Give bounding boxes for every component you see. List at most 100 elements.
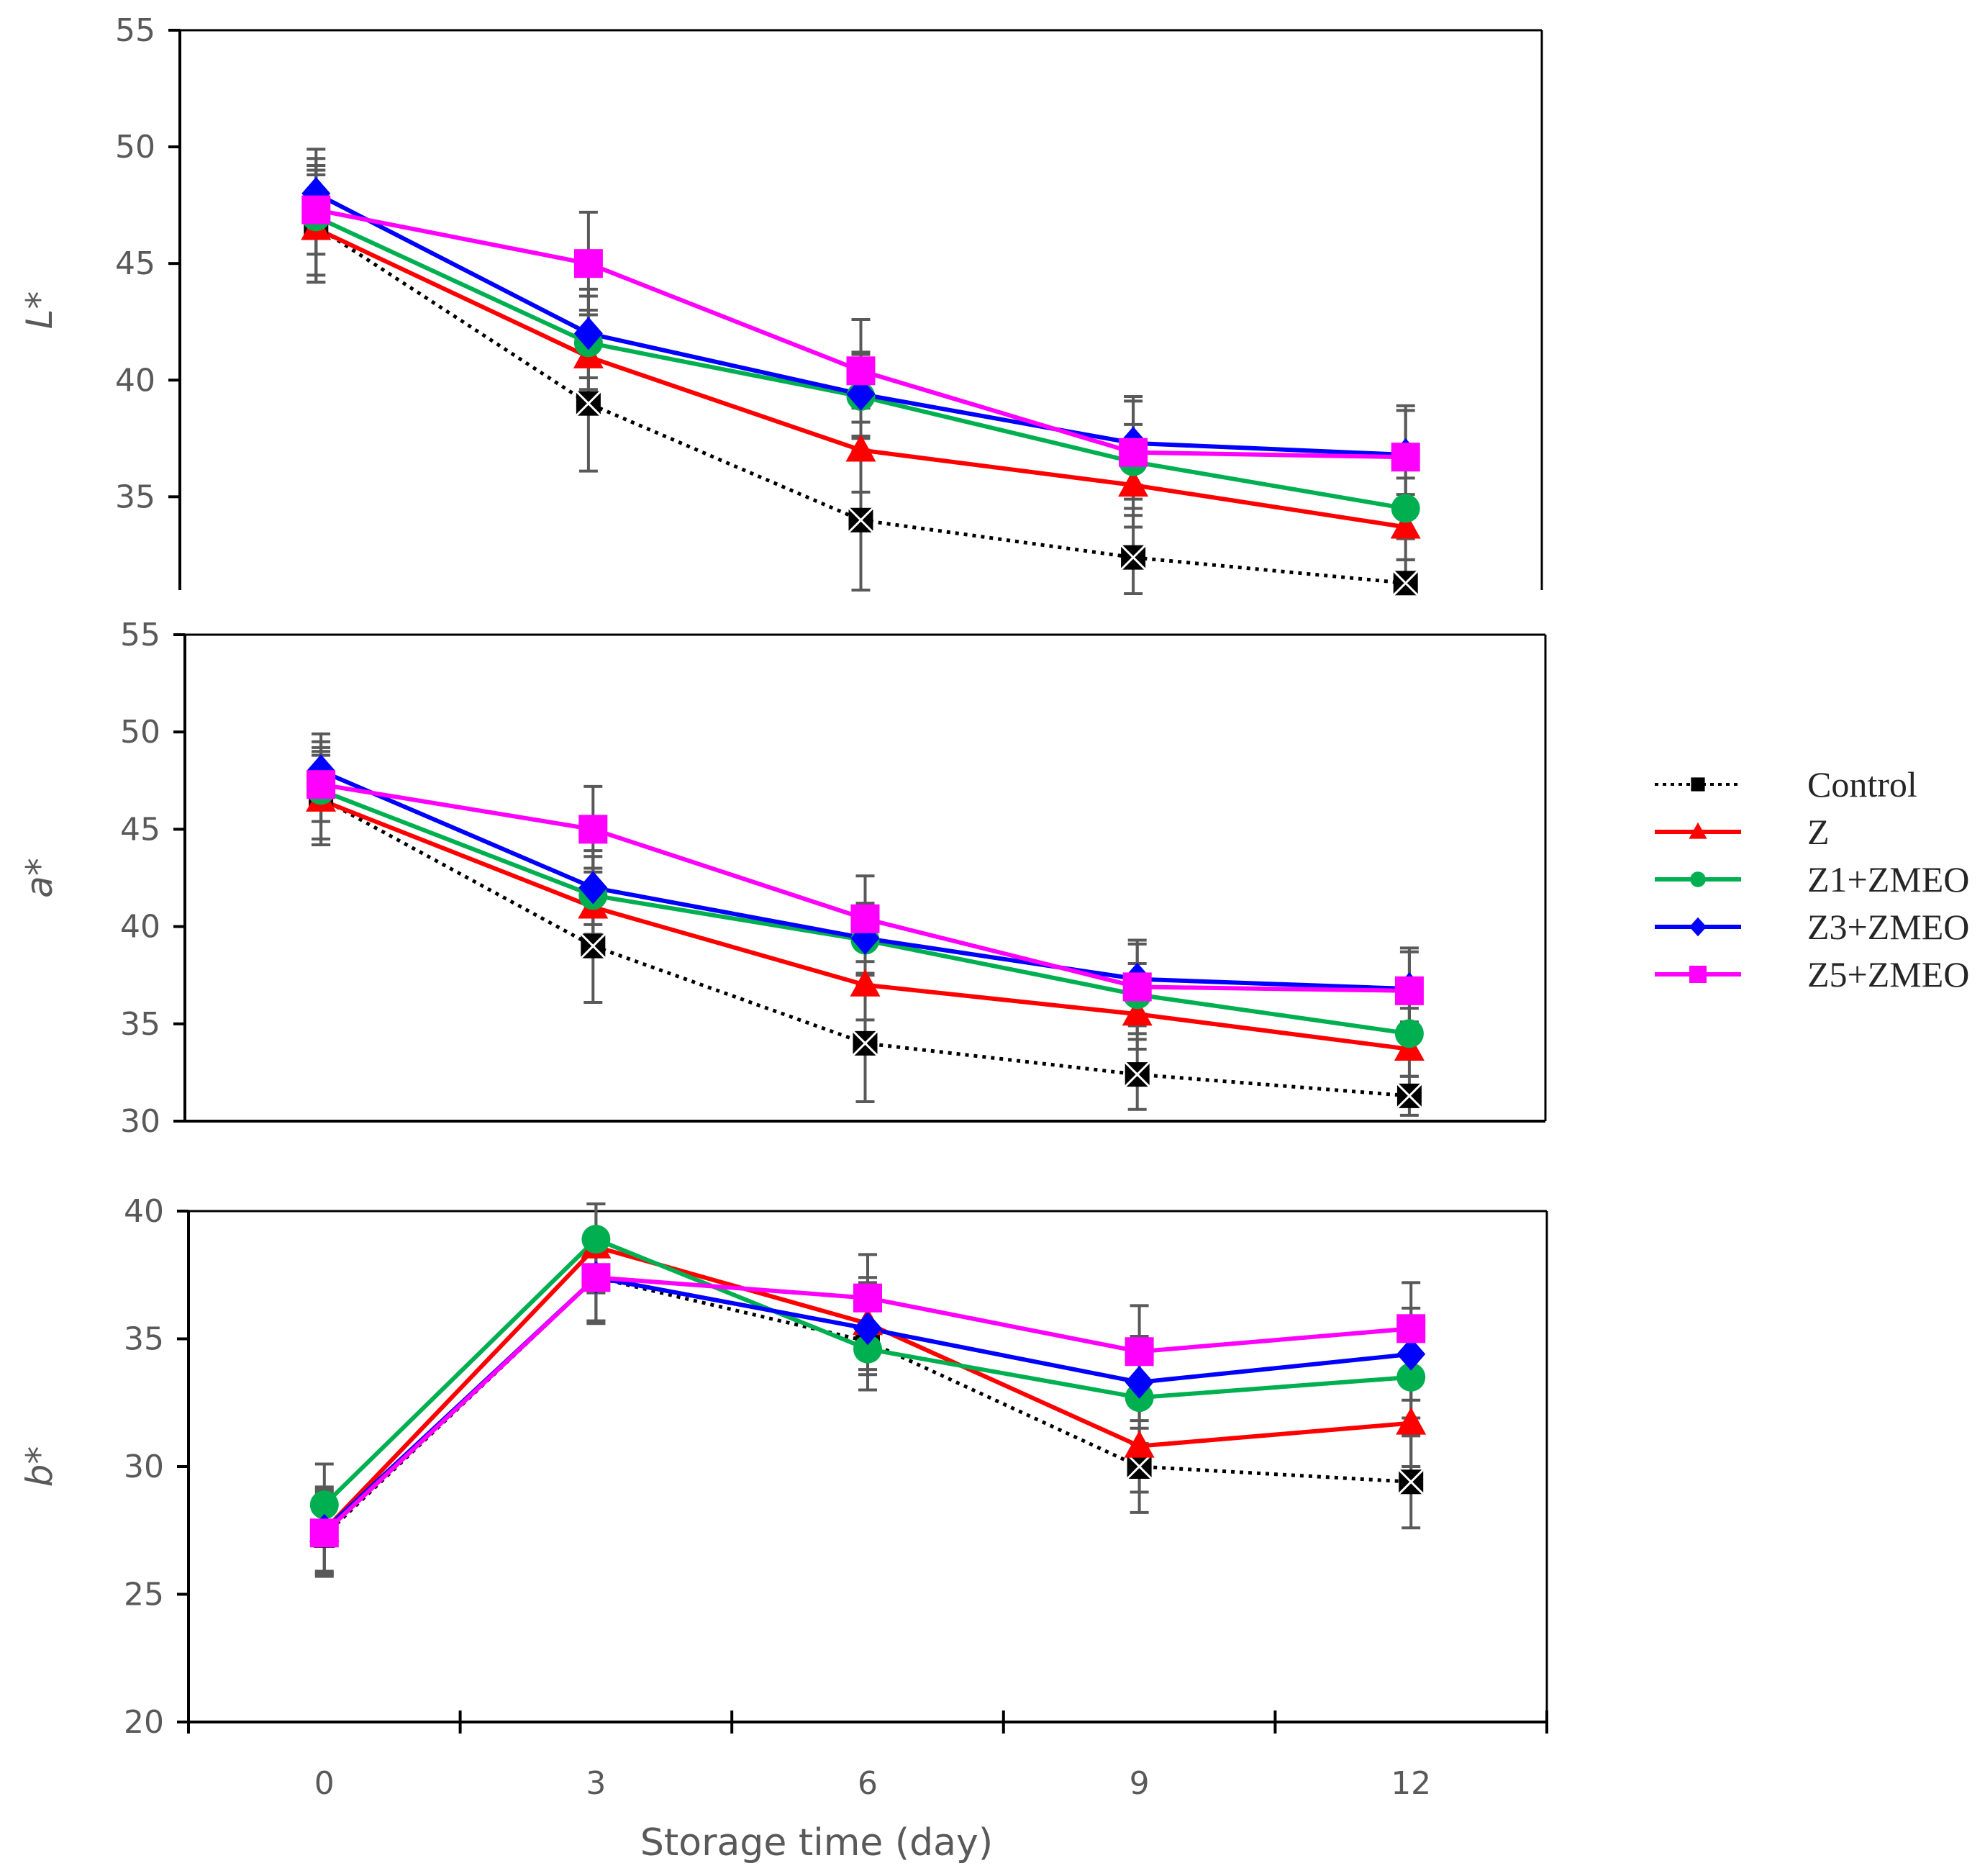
data-point (1394, 1019, 1424, 1048)
data-point (850, 904, 880, 933)
legend-label: Z3+ZMEO (1807, 907, 1969, 947)
legend-label: Control (1807, 764, 1917, 805)
legend-marker (1691, 777, 1705, 792)
x-tick-label: 12 (1391, 1765, 1431, 1802)
data-point (580, 933, 607, 959)
data-point (853, 1283, 882, 1313)
data-point (848, 507, 874, 533)
data-point (846, 356, 876, 386)
y-tick-label: 35 (120, 1006, 160, 1043)
legend-marker (1689, 917, 1707, 937)
data-point-x2 (575, 390, 601, 417)
data-point (845, 434, 876, 462)
data-point (1391, 443, 1420, 472)
data-point (852, 1030, 878, 1056)
data-point (301, 195, 331, 225)
data-point-x2 (852, 1030, 878, 1056)
data-point (1119, 438, 1148, 467)
data-point (1120, 544, 1147, 571)
x-axis-label: Storage time (day) (640, 1821, 993, 1864)
legend-entry-z5-zmeo: Z5+ZMEO (1655, 954, 1969, 994)
x-tick-label: 3 (586, 1765, 606, 1802)
y-tick-label: 30 (124, 1449, 164, 1485)
data-point-x2 (1392, 570, 1419, 597)
markers-z5-zmeo (301, 195, 1420, 472)
y-tick-label: 40 (124, 1193, 164, 1230)
data-point (575, 390, 601, 417)
legend-entry-z: Z (1655, 812, 1830, 852)
data-point (581, 1263, 611, 1292)
legend-entry-z3-zmeo: Z3+ZMEO (1655, 907, 1969, 947)
data-point-x2 (1126, 1453, 1153, 1480)
data-point (853, 1334, 882, 1364)
y-axis-label: L* (19, 291, 60, 330)
data-point (1122, 972, 1152, 1002)
data-point (853, 1312, 882, 1346)
legend-label: Z5+ZMEO (1807, 954, 1969, 994)
legend: Control Z Z1+ZMEO Z3+ZMEO Z5+ZMEO (1655, 764, 1969, 994)
data-point-x2 (1398, 1469, 1425, 1495)
data-point (1396, 1362, 1426, 1392)
y-tick-label: 35 (115, 479, 155, 515)
y-axis-label: a* (19, 858, 60, 898)
data-point (1396, 1314, 1426, 1343)
legend-label: Z1+ZMEO (1807, 859, 1969, 900)
x-tick-label: 0 (314, 1765, 335, 1802)
panel-1: 35 40 45 50 55 L* (19, 12, 1543, 597)
data-point (1396, 1337, 1426, 1371)
data-point (1124, 1430, 1155, 1458)
x-tick-label: 6 (858, 1765, 878, 1802)
series-line-control (314, 225, 1406, 585)
data-point (1398, 1469, 1425, 1495)
y-tick-label: 55 (115, 12, 155, 49)
y-tick-label: 20 (124, 1704, 164, 1741)
x-tick-label: 9 (1130, 1765, 1150, 1802)
y-tick-label: 25 (124, 1577, 164, 1613)
y-tick-label: 50 (120, 714, 160, 751)
legend-marker (1689, 822, 1707, 839)
data-point (1126, 1453, 1153, 1480)
data-point-x2 (580, 933, 607, 959)
y-tick-label: 35 (124, 1321, 164, 1358)
data-point (1390, 511, 1421, 539)
data-point (1122, 998, 1153, 1026)
data-point-x2 (1124, 1061, 1150, 1088)
legend-entry-z1-zmeo: Z1+ZMEO (1655, 859, 1969, 900)
data-point (573, 249, 603, 278)
y-axis-label: b* (19, 1446, 60, 1487)
legend-marker (1689, 966, 1707, 983)
data-point (306, 770, 336, 799)
legend-entry-control: Control (1655, 764, 1917, 805)
legend-label: Z (1807, 812, 1830, 852)
data-point (1396, 1407, 1427, 1435)
data-point (1392, 570, 1419, 597)
data-point (309, 1518, 339, 1548)
data-point (573, 317, 603, 350)
markers-z5-zmeo (306, 770, 1424, 1005)
y-tick-label: 40 (120, 909, 160, 946)
data-point (1125, 1337, 1154, 1367)
panel-3: 20 25 30 35 40 b* 0 3 6 9 12 (19, 1193, 1548, 1802)
panel-2: 30 35 40 45 50 55 a* (19, 617, 1547, 1140)
y-tick-label: 45 (115, 245, 155, 282)
data-point (1396, 1082, 1422, 1109)
legend-marker (1690, 871, 1706, 887)
data-point (578, 815, 608, 844)
y-tick-label: 30 (120, 1103, 160, 1140)
data-point (1394, 976, 1424, 1005)
data-point-x2 (1120, 544, 1147, 571)
y-tick-label: 45 (120, 811, 160, 848)
y-tick-label: 40 (115, 362, 155, 399)
data-point-x2 (1396, 1082, 1422, 1109)
markers-control (303, 213, 1419, 597)
markers-z5-zmeo (309, 1263, 1426, 1548)
data-point (846, 377, 876, 411)
data-point-x2 (848, 507, 874, 533)
data-point (1124, 1061, 1150, 1088)
data-point (850, 969, 881, 997)
y-tick-label: 55 (120, 617, 160, 653)
y-tick-label: 50 (115, 129, 155, 166)
data-point (309, 1490, 339, 1520)
data-point (581, 1225, 611, 1254)
